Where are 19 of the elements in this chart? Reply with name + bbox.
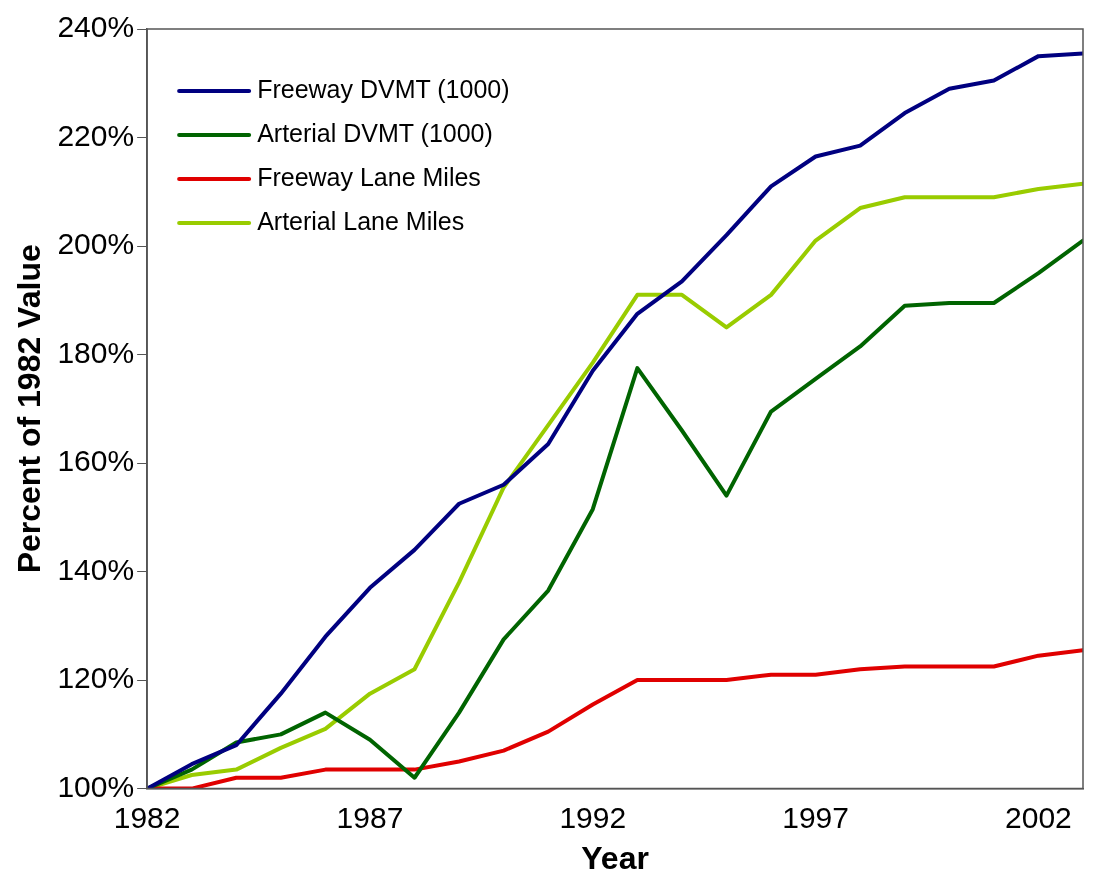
x-tick-label: 1982 — [113, 800, 181, 834]
y-tick-label: 180% — [57, 335, 135, 369]
legend-label: Freeway DVMT (1000) — [257, 74, 510, 103]
x-tick-label: 1997 — [782, 800, 849, 834]
y-tick-label: 100% — [57, 769, 135, 803]
y-tick-label: 140% — [57, 552, 135, 586]
x-axis-title: Year — [581, 839, 649, 876]
x-tick-label: 2002 — [1005, 800, 1072, 834]
y-tick-label: 220% — [57, 118, 135, 152]
y-tick-label: 200% — [57, 227, 135, 261]
x-tick-label: 1992 — [559, 800, 627, 834]
y-tick-label: 160% — [57, 444, 135, 478]
y-axis-title: Percent of 1982 Value — [11, 244, 48, 574]
y-tick-label: 240% — [57, 10, 135, 44]
y-tick-label: 120% — [57, 661, 135, 695]
legend-label: Arterial Lane Miles — [257, 206, 465, 235]
legend-label: Arterial DVMT (1000) — [257, 118, 493, 147]
legend-label: Freeway Lane Miles — [257, 162, 481, 191]
x-tick-label: 1987 — [336, 800, 404, 834]
